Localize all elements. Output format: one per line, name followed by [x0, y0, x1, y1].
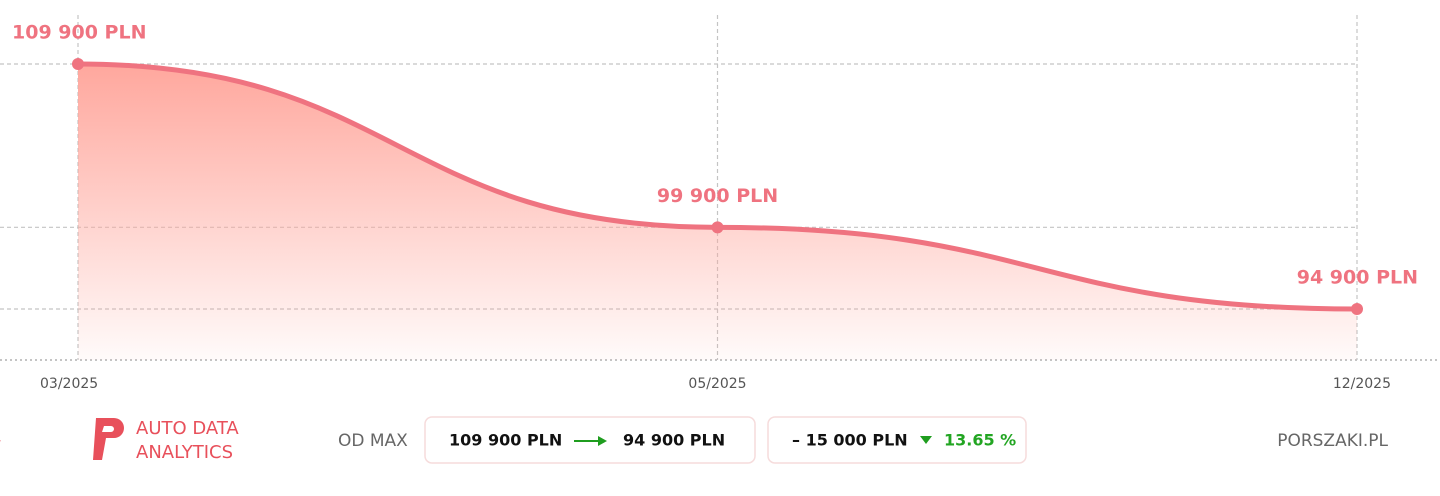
arrow-head	[598, 436, 607, 446]
logo-icon	[93, 418, 124, 460]
brand-line: ANALYTICS	[136, 442, 233, 463]
change-box	[767, 416, 1027, 464]
down-triangle	[920, 436, 932, 444]
from-price: 109 900 PLN	[449, 431, 562, 450]
value-label: 109 900 PLN	[12, 22, 146, 44]
x-tick-label: 03/2025	[40, 376, 98, 392]
change-amount: – 15 000 PLN	[792, 431, 908, 450]
x-tick-label: 05/2025	[688, 376, 746, 392]
site: PORSZAKI.PL	[1277, 431, 1388, 451]
value-label: 99 900 PLN	[657, 185, 778, 207]
value-label: 94 900 PLN	[1297, 267, 1418, 289]
logo: AUTO DATA ANALYTICS	[0, 418, 239, 463]
plot: 109 900 PLN 03/2025 99 900 PLN 05/2025 94 90…	[0, 15, 1418, 392]
to-price: 94 900 PLN	[623, 431, 725, 450]
brand-line: AUTO DATA	[136, 418, 239, 439]
area	[78, 64, 1357, 360]
range-label: OD MAX	[338, 431, 408, 451]
change-percent: 13.65 %	[944, 431, 1016, 450]
point	[72, 58, 84, 70]
x-tick-label: 12/2025	[1333, 376, 1391, 392]
point	[1351, 303, 1363, 315]
point	[711, 221, 724, 234]
